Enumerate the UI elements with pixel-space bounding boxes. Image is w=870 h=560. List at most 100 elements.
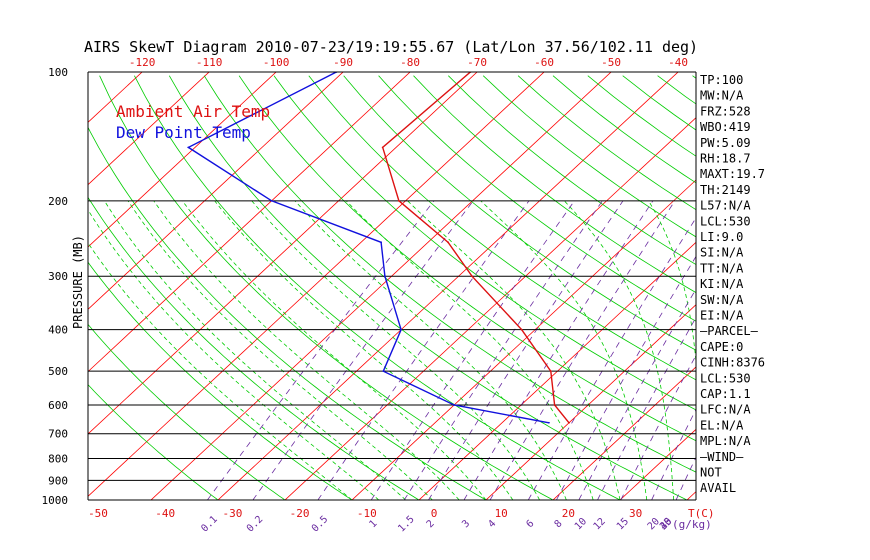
dry-adiabat-line (203, 75, 696, 473)
dry-adiabat-line (797, 76, 870, 509)
isotherm-line (811, 62, 870, 509)
pressure-tick-label-700: 700 (48, 428, 68, 441)
bottom-temp-label-10: -10 (357, 507, 377, 520)
stat-parcel-16: —PARCEL— (700, 324, 759, 338)
stat-lcl-530-19: LCL:530 (700, 371, 751, 385)
stat-cape-0-17: CAPE:0 (700, 340, 743, 354)
isotherm-line (217, 72, 679, 500)
isotherm-line (485, 304, 696, 500)
series-point-ambient-air-temp (568, 421, 570, 424)
isotherm-line (284, 117, 696, 500)
stat-avail-26: AVAIL (700, 481, 736, 495)
series-point-ambient-air-temp (553, 404, 556, 406)
pressure-tick-label-300: 300 (48, 270, 68, 283)
pressure-tick-label-500: 500 (48, 365, 68, 378)
stat-wbo-419-3: WBO:419 (700, 120, 751, 134)
mixing-ratio-label-10: 10 (573, 516, 589, 532)
stat-cap-1-1-20: CAP:1.1 (700, 387, 751, 401)
dry-adiabat-line (762, 76, 870, 509)
dry-adiabat-line (88, 126, 487, 500)
series-point-dew-point-temp (400, 328, 402, 331)
bottom-temp-label-50: -50 (88, 507, 108, 520)
bottom-temp-label-20: -20 (290, 507, 310, 520)
bottom-temp-label-40: -40 (155, 507, 175, 520)
series-point-ambient-air-temp (520, 328, 523, 331)
pressure-tick-label-400: 400 (48, 324, 68, 337)
isotherm-line (88, 72, 277, 248)
dry-adiabat-line (134, 75, 621, 500)
isotherm-line (88, 72, 411, 373)
moist-adiabat-line (88, 209, 380, 500)
isotherm-line (88, 72, 478, 435)
mixing-ratio-label-12: 12 (592, 516, 608, 532)
stat-tp-100-0: TP:100 (700, 73, 743, 87)
moist-adiabat-line (407, 200, 621, 500)
isotherm-line (418, 241, 696, 500)
dry-adiabat-line (378, 75, 696, 322)
moist-adiabat-line (564, 200, 674, 500)
moist-adiabat-line (214, 200, 514, 500)
stat-not-25: NOT (700, 466, 722, 480)
series-point-ambient-air-temp (381, 146, 384, 149)
stat-cinh-8376-18: CINH:8376 (700, 356, 765, 370)
bottom-temp-label-10: 10 (495, 507, 508, 520)
mixing-ratio-label-3: 3 (460, 518, 472, 530)
dry-adiabat-line (413, 75, 696, 294)
dry-adiabat-line (88, 323, 286, 500)
mixing-ratio-label-1: 1 (367, 518, 379, 530)
dry-adiabat-line (238, 75, 696, 442)
mixing-ratio-line (252, 200, 474, 500)
isotherm-line (351, 179, 696, 500)
top-temp-labels: -120 -110 -100 -90 -80 -70 -60 -50 -40 (129, 56, 688, 69)
top-temp-label-100: -100 (263, 56, 290, 69)
top-temp-label-90: -90 (333, 56, 353, 69)
stat-pw-5-09-4: PW:5.09 (700, 136, 751, 150)
mixing-ratio-line (556, 255, 696, 500)
mixing-unit-label: (g/kg) (672, 518, 712, 531)
isotherm-line (0, 62, 18, 509)
moist-adiabat-line (480, 200, 648, 500)
pressure-tick-labels: 100 200 300 400 500 600 700 800 900 1000 (42, 66, 69, 507)
stat-mpl-n-a-23: MPL:N/A (700, 434, 751, 448)
series-point-dew-point-temp (187, 146, 190, 149)
moist-adiabat-line (88, 242, 353, 500)
moist-adiabat-line (294, 200, 567, 500)
top-temp-label-50: -50 (601, 56, 621, 69)
stat-ki-n-a-13: KI:N/A (700, 277, 744, 291)
series-point-ambient-air-temp (397, 199, 400, 202)
stat-el-n-a-22: EL:N/A (700, 418, 744, 432)
isotherm-line (88, 72, 545, 497)
dry-adiabat-line (832, 76, 870, 509)
top-temp-label-70: -70 (467, 56, 487, 69)
top-temp-label-60: -60 (534, 56, 554, 69)
stat-li-9-0-10: LI:9.0 (700, 230, 743, 244)
mixing-ratio-line (729, 201, 870, 500)
series-point-dew-point-temp (382, 370, 385, 373)
stat-sw-n-a-14: SW:N/A (700, 293, 744, 307)
series-point-dew-point-temp (548, 421, 550, 424)
mixing-ratio-line (527, 217, 696, 500)
legend-ambient-air-temp: Ambient Air Temp (116, 102, 270, 121)
mixing-ratio-line (207, 200, 435, 500)
series-point-dew-point-temp (383, 275, 386, 278)
mixing-ratio-label-0-2: 0.2 (245, 514, 266, 535)
mixing-ratio-line (403, 200, 603, 500)
top-temp-label-40: -40 (668, 56, 688, 69)
dry-adiabat-line (88, 384, 219, 500)
bottom-temp-label-0: 0 (431, 507, 438, 520)
mixing-ratio-label-0-1: 0.1 (199, 514, 220, 535)
bottom-temp-label-30: 30 (629, 507, 642, 520)
stat-l57-n-a-8: L57:N/A (700, 199, 751, 213)
dry-adiabat-line (168, 75, 688, 500)
stat-wind-24: —WIND— (700, 450, 744, 464)
series-point-dew-point-temp (270, 199, 273, 202)
moist-adiabat-line (127, 200, 433, 500)
stat-tt-n-a-12: TT:N/A (700, 261, 744, 275)
mixing-ratio-line (428, 200, 624, 500)
pressure-tick-label-800: 800 (48, 453, 68, 466)
bottom-temp-labels: -50 -40 -30 -20 -10 0 10 20 30 (88, 507, 642, 520)
dry-adiabat-line (88, 261, 353, 500)
series-point-ambient-air-temp (549, 370, 552, 373)
isotherm-line (88, 72, 344, 310)
